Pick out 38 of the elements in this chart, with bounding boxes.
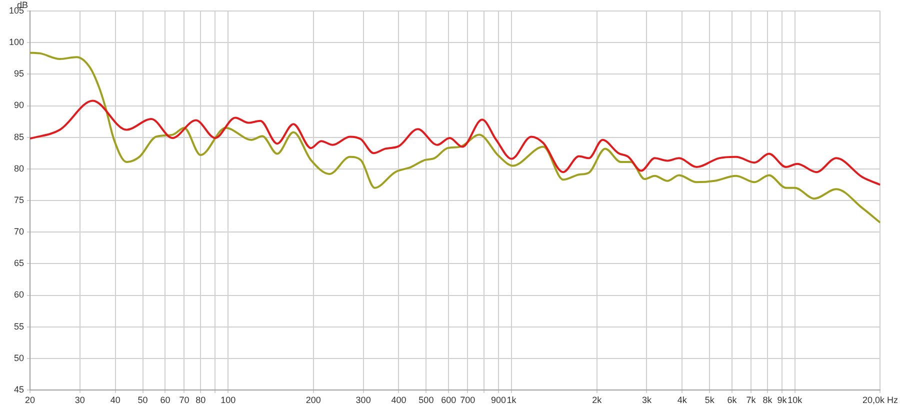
y-tick-label: 100 bbox=[8, 37, 24, 48]
x-tick-label: 900 bbox=[491, 394, 506, 405]
y-tick-label: 65 bbox=[14, 258, 24, 268]
x-tick-label: 20 bbox=[24, 394, 36, 405]
y-tick-label: 50 bbox=[14, 352, 24, 363]
x-tick-label: 100 bbox=[220, 394, 236, 405]
y-tick-label: 60 bbox=[14, 290, 24, 300]
y-tick-label: 75 bbox=[14, 194, 24, 205]
x-tick-label: 6k bbox=[727, 394, 738, 405]
x-tick-label: 20,0k Hz bbox=[862, 394, 898, 405]
x-tick-label: 5k bbox=[704, 394, 715, 405]
y-tick-label: 95 bbox=[14, 68, 24, 79]
y-tick-label: 85 bbox=[14, 132, 24, 142]
x-tick-label: 10k bbox=[788, 394, 803, 405]
x-tick-label: 8k bbox=[762, 394, 773, 405]
y-tick-label: 55 bbox=[14, 321, 24, 332]
x-tick-label: 300 bbox=[356, 394, 371, 405]
x-tick-label: 600 bbox=[441, 394, 456, 405]
x-tick-label: 30 bbox=[74, 394, 85, 405]
x-tick-label: 500 bbox=[418, 394, 434, 405]
x-tick-label: 60 bbox=[160, 394, 170, 405]
y-tick-label: 45 bbox=[14, 384, 24, 394]
x-tick-label: 700 bbox=[460, 394, 476, 405]
x-tick-label: 1k bbox=[506, 394, 517, 405]
y-tick-label: 80 bbox=[14, 163, 24, 174]
x-tick-label: 400 bbox=[391, 394, 406, 405]
x-tick-label: 2k bbox=[592, 394, 602, 405]
x-tick-label: 7k bbox=[746, 394, 756, 405]
x-tick-label: 70 bbox=[179, 394, 190, 405]
y-tick-label: 70 bbox=[14, 226, 24, 237]
x-tick-label: 9k bbox=[777, 394, 788, 405]
x-tick-label: 4k bbox=[677, 394, 688, 405]
x-tick-label: 50 bbox=[138, 394, 148, 405]
x-tick-label: 40 bbox=[110, 394, 120, 405]
x-tick-label: 80 bbox=[196, 394, 206, 405]
x-tick-label: 200 bbox=[306, 394, 321, 405]
x-tick-label: 3k bbox=[642, 394, 652, 405]
y-tick-label: 90 bbox=[14, 100, 24, 110]
